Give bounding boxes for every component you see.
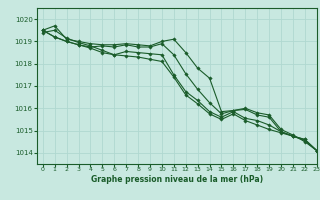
X-axis label: Graphe pression niveau de la mer (hPa): Graphe pression niveau de la mer (hPa) xyxy=(91,175,263,184)
